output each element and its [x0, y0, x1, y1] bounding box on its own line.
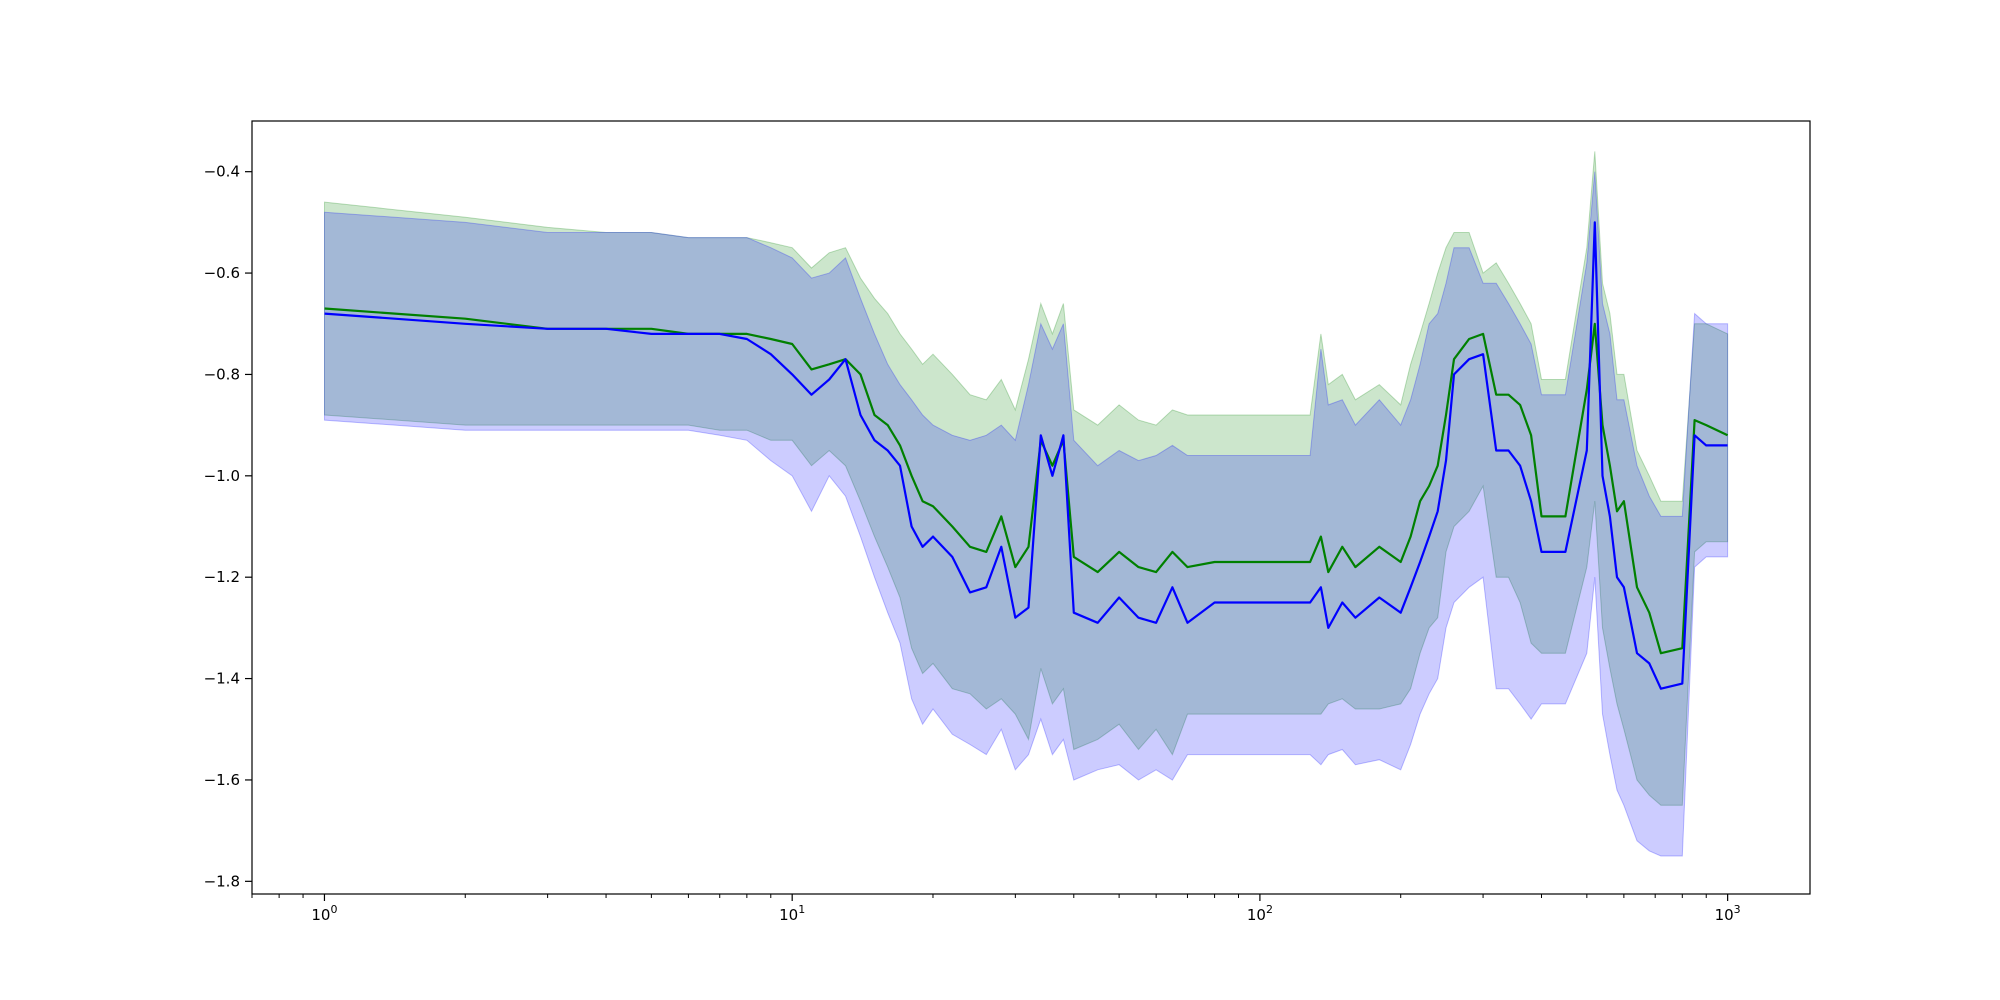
series-lines: [324, 221, 1729, 690]
y-tick-label: −1.2: [204, 568, 240, 586]
confidence-bands: [324, 151, 1729, 857]
series-1-line: [324, 307, 1729, 655]
y-tick-label: −1.0: [204, 467, 240, 485]
series-1-band: [324, 151, 1729, 806]
x-axis: 100 101 102 103: [251, 894, 1741, 924]
x-tick-label: 100: [311, 903, 337, 924]
series-2-line: [324, 221, 1728, 690]
y-tick-label: −1.6: [204, 771, 240, 789]
x-tick-label: 102: [1247, 903, 1273, 924]
axes-frame: [251, 120, 1811, 895]
x-tick-label: 103: [1715, 903, 1741, 924]
y-tick-label: −0.4: [204, 163, 240, 181]
y-tick-label: −0.6: [204, 264, 240, 282]
y-tick-label: −1.4: [204, 670, 240, 688]
series-2-band: [324, 171, 1729, 857]
y-tick-label: −0.8: [204, 365, 240, 383]
x-tick-label: 101: [779, 903, 805, 924]
y-tick-label: −1.8: [204, 872, 240, 890]
y-axis: −0.4 −0.6 −0.8 −1.0 −1.2 −1.4 −1.6 −1.8: [204, 163, 252, 890]
